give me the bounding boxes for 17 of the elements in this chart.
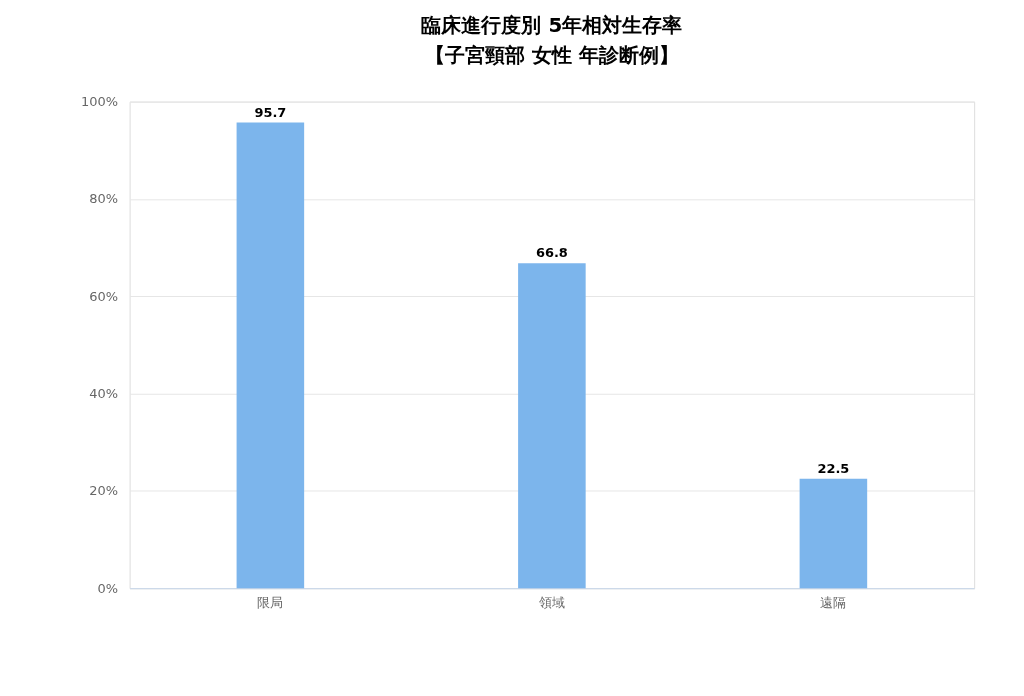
y-tick-label: 60% xyxy=(89,288,119,304)
y-tick-label: 0% xyxy=(97,580,119,596)
y-tick-label: 40% xyxy=(89,386,119,402)
x-tick-label: 遠隔 xyxy=(820,594,847,610)
data-label: 66.8 xyxy=(535,245,568,261)
chart-subtitle: 【子宮頸部 女性 年診断例】 xyxy=(424,42,679,67)
y-tick-label: 20% xyxy=(89,483,119,499)
bar xyxy=(518,263,586,589)
chart-title: 臨床進行度別 5年相対生存率 xyxy=(421,12,683,37)
bar xyxy=(799,478,868,589)
data-label: 95.7 xyxy=(254,104,287,120)
data-label: 22.5 xyxy=(817,460,850,476)
y-tick-label: 80% xyxy=(89,191,119,207)
y-tick-label: 100% xyxy=(81,94,119,110)
bar xyxy=(236,122,305,589)
x-tick-label: 領域 xyxy=(538,594,565,610)
x-tick-label: 限局 xyxy=(257,594,284,610)
